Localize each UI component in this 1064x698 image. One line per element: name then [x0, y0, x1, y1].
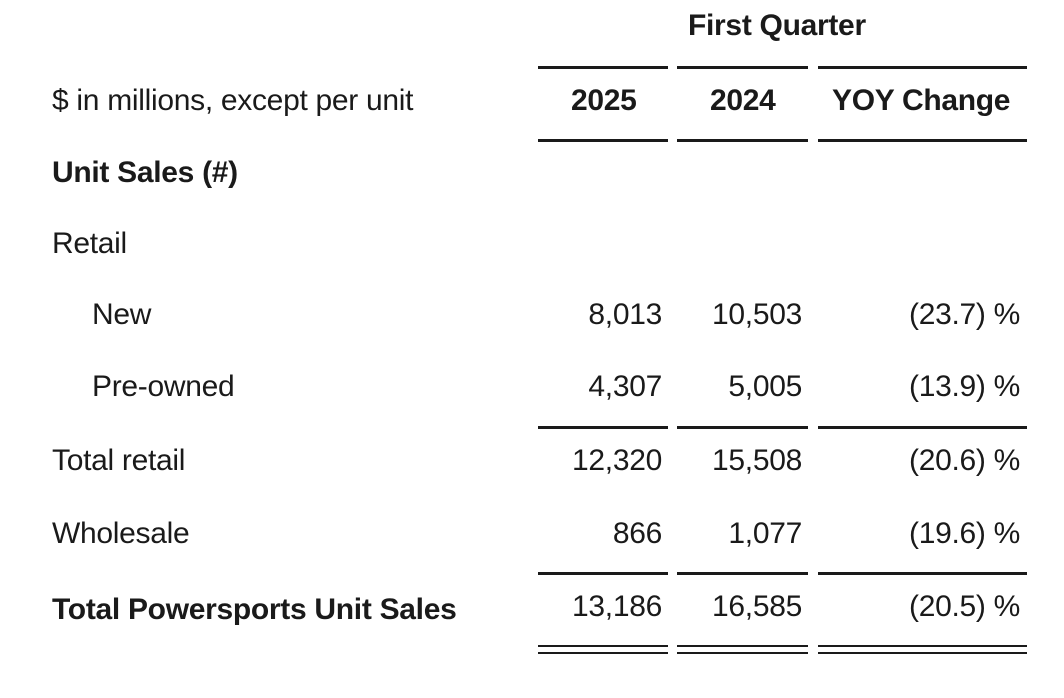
- group-label-retail: Retail: [52, 227, 127, 260]
- cell-pre-owned-yoy: (13.9) %: [909, 370, 1020, 403]
- double-rule-top-yoy: [818, 645, 1027, 647]
- cell-total-retail-yoy: (20.6) %: [909, 444, 1020, 477]
- column-header-2024: 2024: [710, 84, 776, 117]
- double-rule-bottom-2024: [677, 652, 808, 654]
- cell-wholesale-yoy: (19.6) %: [909, 517, 1020, 550]
- column-header-yoy: YOY Change: [832, 84, 1011, 117]
- subtotal-rule-yoy: [818, 426, 1027, 429]
- row-label-pre-owned: Pre-owned: [92, 370, 235, 403]
- cell-wholesale-2024: 1,077: [728, 517, 802, 550]
- cell-new-yoy: (23.7) %: [909, 298, 1020, 331]
- row-label-total-powersports: Total Powersports Unit Sales: [52, 593, 457, 626]
- column-header-2025: 2025: [571, 84, 637, 117]
- double-rule-top-2024: [677, 645, 808, 647]
- cell-pre-owned-2024: 5,005: [728, 370, 802, 403]
- header-top-rule-2024: [677, 66, 808, 69]
- cell-total-powersports-2025: 13,186: [572, 590, 662, 623]
- total-rule-2024: [677, 572, 808, 575]
- cell-wholesale-2025: 866: [612, 517, 662, 550]
- row-label-total-retail: Total retail: [52, 444, 186, 477]
- cell-new-2025: 8,013: [588, 298, 662, 331]
- total-rule-yoy: [818, 572, 1027, 575]
- cell-total-powersports-2024: 16,585: [712, 590, 802, 623]
- cell-new-2024: 10,503: [712, 298, 802, 331]
- row-label-wholesale: Wholesale: [52, 517, 190, 550]
- row-label-header: $ in millions, except per unit: [52, 84, 414, 117]
- header-bottom-rule-yoy: [818, 139, 1027, 142]
- subtotal-rule-2025: [538, 426, 668, 429]
- double-rule-bottom-yoy: [818, 652, 1027, 654]
- header-bottom-rule-2024: [677, 139, 808, 142]
- cell-pre-owned-2025: 4,307: [588, 370, 662, 403]
- header-bottom-rule-2025: [538, 139, 668, 142]
- header-top-rule-yoy: [818, 66, 1027, 69]
- cell-total-retail-2024: 15,508: [712, 444, 802, 477]
- cell-total-retail-2025: 12,320: [572, 444, 662, 477]
- row-label-new: New: [92, 298, 152, 331]
- section-title: Unit Sales (#): [52, 156, 238, 189]
- cell-total-powersports-yoy: (20.5) %: [909, 590, 1020, 623]
- double-rule-top-2025: [538, 645, 668, 647]
- subtotal-rule-2024: [677, 426, 808, 429]
- header-top-rule-2025: [538, 66, 668, 69]
- total-rule-2025: [538, 572, 668, 575]
- period-header: First Quarter: [688, 9, 866, 42]
- double-rule-bottom-2025: [538, 652, 668, 654]
